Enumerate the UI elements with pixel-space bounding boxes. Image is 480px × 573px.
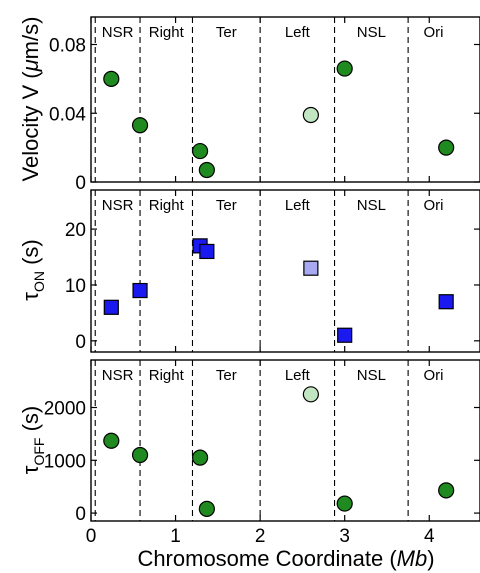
velocity-ylabel-unit: m/s) xyxy=(18,17,43,60)
data-point-square xyxy=(132,282,148,299)
y-tick-label: 0 xyxy=(75,173,86,194)
x-tick-label: 2 xyxy=(255,526,266,547)
region-label-nsr: NSR xyxy=(102,367,134,384)
region-label-left: Left xyxy=(285,24,311,41)
data-point-circle xyxy=(131,117,149,134)
x-axis-label-part: Chromosome Coordinate ( xyxy=(137,546,397,571)
y-tick-label: 20 xyxy=(65,220,86,241)
data-point-pale-circle xyxy=(302,386,319,403)
region-label-nsl: NSL xyxy=(357,24,386,41)
data-point-circle xyxy=(103,70,120,87)
region-label-right: Right xyxy=(149,24,185,41)
data-point-circle xyxy=(438,482,455,499)
x-axis-label-end: ) xyxy=(427,546,434,571)
x-axis-label: Chromosome Coordinate (Mb) xyxy=(137,546,434,571)
data-point-circle xyxy=(438,139,455,156)
tau-on-panel: τON (s) NSR Right Ter Left NSL Ori 0 10 20 xyxy=(18,189,480,353)
data-point-square xyxy=(103,299,119,315)
x-tick-label: 0 xyxy=(86,526,97,547)
x-tick-label: 3 xyxy=(339,526,350,547)
data-point-circle xyxy=(198,500,215,517)
data-point-pale-square xyxy=(303,260,319,276)
velocity-ylabel: Velocity V (μm/s) xyxy=(18,17,43,182)
data-point-square xyxy=(199,243,215,260)
region-label-nsr: NSR xyxy=(102,197,134,214)
data-point-circle xyxy=(103,432,120,449)
tau-off-panel-frame xyxy=(90,359,480,522)
region-label-ter: Ter xyxy=(216,197,237,214)
region-label-nsl: NSL xyxy=(357,197,386,214)
tau-off-ylabel: τOFF (s) xyxy=(18,406,47,474)
y-tick-label: 0 xyxy=(75,504,86,525)
region-label-ori: Ori xyxy=(423,367,443,384)
region-label-ter: Ter xyxy=(216,24,237,41)
region-label-right: Right xyxy=(149,367,185,384)
y-tick-label: 2000 xyxy=(44,399,86,420)
data-point-square xyxy=(438,294,454,310)
region-label-nsl: NSL xyxy=(357,367,386,384)
y-tick-label: 1000 xyxy=(44,451,86,472)
data-point-circle xyxy=(191,449,209,466)
data-point-circle xyxy=(191,142,209,160)
tau-off-ylabel-unit: (s) xyxy=(18,406,43,438)
velocity-panel: Velocity V (μm/s) NSR Right Ter Left NSL Ori 0… xyxy=(18,16,480,194)
region-label-left: Left xyxy=(285,197,311,214)
x-tick-label: 1 xyxy=(170,526,181,547)
velocity-panel-frame xyxy=(90,16,480,183)
tau-on-ylabel: τON (s) xyxy=(18,239,47,300)
velocity-ylabel-part: Velocity V ( xyxy=(18,71,43,182)
data-point-square xyxy=(337,327,353,343)
data-point-circle xyxy=(336,60,353,77)
data-point-circle xyxy=(131,446,149,464)
tau-off-panel: τOFF (s) Chromosome Coordinate (Mb) NSR R… xyxy=(18,359,480,571)
region-label-ter: Ter xyxy=(216,367,237,384)
tau-on-ylabel-symbol: τ xyxy=(18,292,43,301)
data-point-pale-circle xyxy=(302,106,319,124)
velocity-ylabel-mu: μ xyxy=(18,59,43,72)
region-label-nsr: NSR xyxy=(102,24,134,41)
x-tick-label: 4 xyxy=(424,526,435,547)
y-tick-label: 0.08 xyxy=(49,36,86,57)
tau-off-ylabel-subscript: OFF xyxy=(31,438,47,466)
y-tick-label: 0.04 xyxy=(49,104,86,125)
tau-on-ylabel-subscript: ON xyxy=(31,271,47,292)
tau-on-panel-frame xyxy=(90,189,480,353)
tau-off-ylabel-symbol: τ xyxy=(18,465,43,474)
data-point-circle xyxy=(336,495,353,512)
tau-on-ylabel-unit: (s) xyxy=(18,239,43,271)
y-tick-label: 10 xyxy=(65,276,86,297)
y-tick-label: 0 xyxy=(75,332,86,353)
region-label-left: Left xyxy=(285,367,311,384)
region-label-ori: Ori xyxy=(423,24,443,41)
region-label-right: Right xyxy=(149,197,185,214)
x-axis-label-mb: Mb xyxy=(397,546,428,571)
region-label-ori: Ori xyxy=(423,197,443,214)
data-point-circle xyxy=(198,161,215,179)
